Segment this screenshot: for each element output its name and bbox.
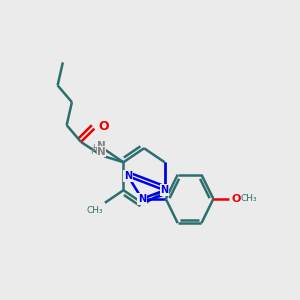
Text: O: O bbox=[98, 120, 109, 134]
Text: CH₃: CH₃ bbox=[87, 206, 103, 214]
Text: H: H bbox=[90, 147, 97, 156]
Text: CH₃: CH₃ bbox=[240, 194, 257, 203]
Text: N: N bbox=[97, 147, 106, 157]
Text: N: N bbox=[97, 141, 105, 151]
Text: H: H bbox=[92, 145, 99, 154]
Text: N: N bbox=[138, 194, 146, 204]
Text: N: N bbox=[160, 185, 169, 195]
Text: O: O bbox=[231, 194, 241, 204]
Text: N: N bbox=[124, 171, 132, 181]
